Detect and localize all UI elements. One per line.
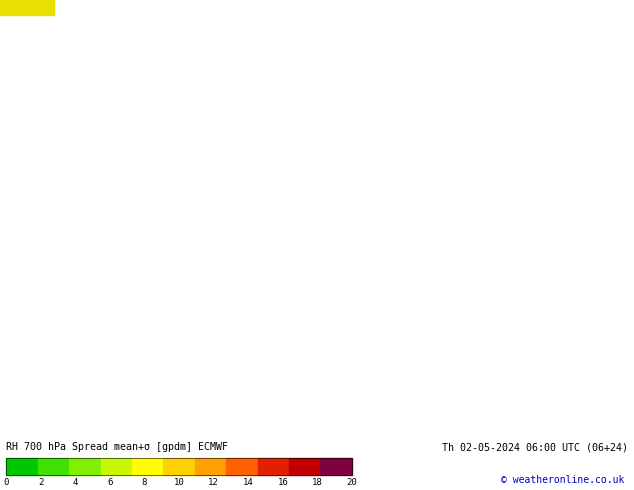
Text: RH 700 hPa Spread mean+σ [gpdm] ECMWF: RH 700 hPa Spread mean+σ [gpdm] ECMWF [6, 442, 228, 452]
Bar [38, 458, 69, 475]
Bar [320, 458, 352, 475]
Text: 20: 20 [347, 478, 357, 487]
Bar [69, 458, 101, 475]
Bar [289, 458, 320, 475]
Bar [6, 458, 38, 475]
Text: 12: 12 [209, 478, 219, 487]
Bar [101, 458, 132, 475]
Text: 4: 4 [73, 478, 78, 487]
Text: 14: 14 [243, 478, 254, 487]
Text: 6: 6 [107, 478, 113, 487]
Bar [164, 458, 195, 475]
Text: 18: 18 [312, 478, 323, 487]
Text: Th 02-05-2024 06:00 UTC (06+24): Th 02-05-2024 06:00 UTC (06+24) [442, 442, 628, 452]
Bar [6, 458, 352, 475]
Text: © weatheronline.co.uk: © weatheronline.co.uk [501, 475, 624, 485]
Bar [0, 0, 54, 15]
Bar [257, 458, 289, 475]
Bar [132, 458, 164, 475]
Text: 0: 0 [4, 478, 9, 487]
Bar [226, 458, 257, 475]
Text: 8: 8 [142, 478, 147, 487]
Text: 16: 16 [278, 478, 288, 487]
Text: 10: 10 [174, 478, 184, 487]
Bar [195, 458, 226, 475]
Text: 2: 2 [38, 478, 44, 487]
